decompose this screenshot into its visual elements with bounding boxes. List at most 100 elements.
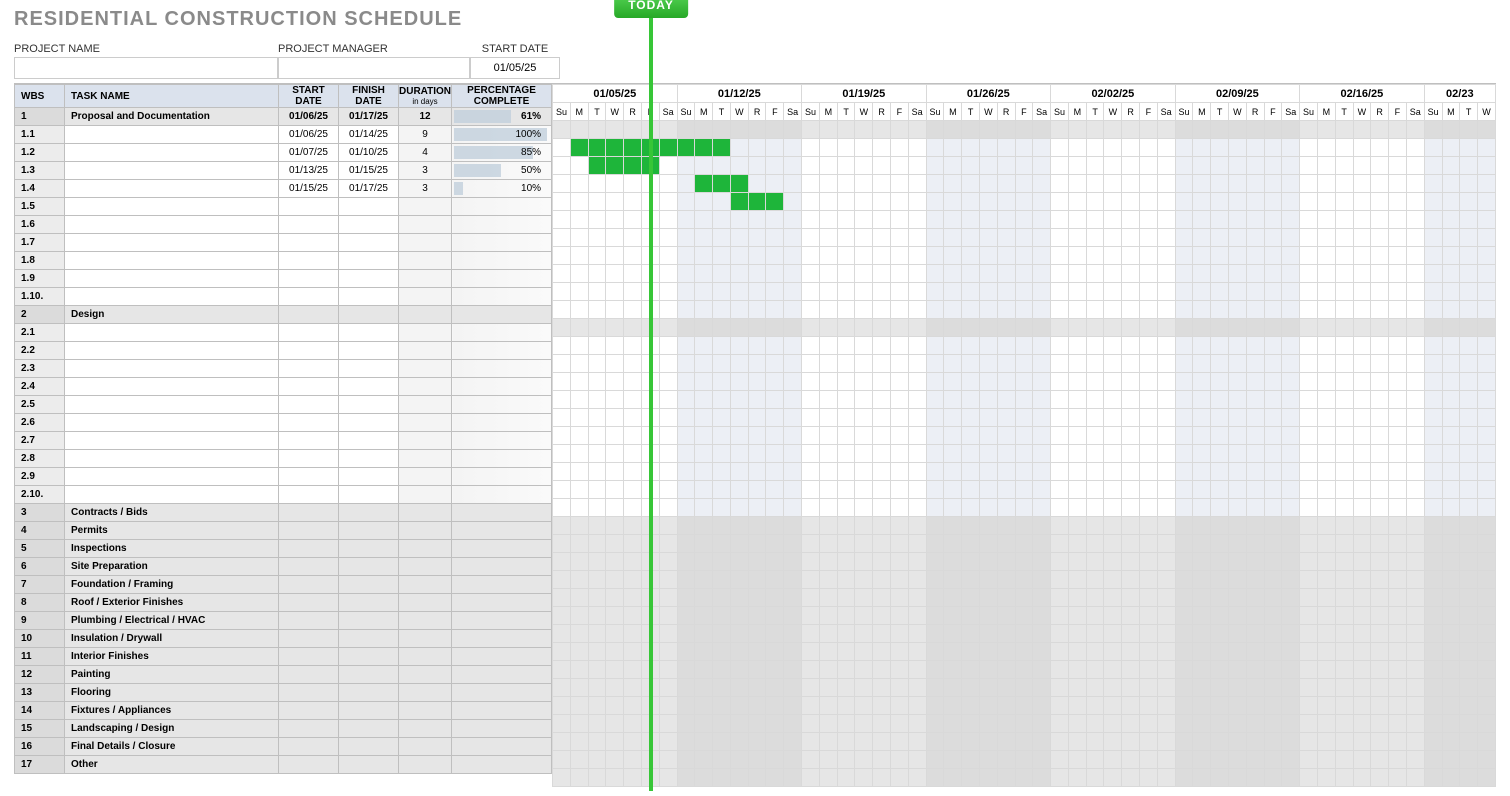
timeline-cell[interactable] bbox=[784, 463, 802, 481]
timeline-cell[interactable] bbox=[748, 751, 766, 769]
timeline-cell[interactable] bbox=[1442, 337, 1460, 355]
section-row[interactable]: 13Flooring bbox=[15, 684, 552, 702]
timeline-cell[interactable] bbox=[1193, 589, 1211, 607]
timeline-cell[interactable] bbox=[606, 715, 624, 733]
timeline-cell[interactable] bbox=[1228, 625, 1246, 643]
timeline-cell[interactable] bbox=[730, 769, 748, 787]
timeline-cell[interactable] bbox=[1015, 193, 1033, 211]
timeline-cell[interactable] bbox=[1442, 499, 1460, 517]
timeline-cell[interactable] bbox=[1033, 409, 1051, 427]
timeline-cell[interactable] bbox=[997, 283, 1015, 301]
timeline-cell[interactable] bbox=[1175, 427, 1193, 445]
timeline-cell[interactable] bbox=[1300, 481, 1318, 499]
timeline-cell[interactable] bbox=[944, 265, 962, 283]
finish-cell[interactable] bbox=[339, 360, 399, 378]
timeline-cell[interactable] bbox=[1282, 535, 1300, 553]
timeline-cell[interactable] bbox=[1424, 157, 1442, 175]
timeline-cell[interactable] bbox=[1211, 427, 1229, 445]
duration-cell[interactable]: 3 bbox=[399, 180, 452, 198]
day-header[interactable]: T bbox=[962, 103, 980, 121]
timeline-cell[interactable] bbox=[713, 229, 731, 247]
timeline-cell[interactable] bbox=[873, 625, 891, 643]
timeline-cell[interactable] bbox=[553, 265, 571, 283]
timeline-cell[interactable] bbox=[1051, 679, 1069, 697]
timeline-cell[interactable] bbox=[837, 427, 855, 445]
timeline-cell[interactable] bbox=[766, 139, 784, 157]
header-wbs[interactable]: WBS bbox=[15, 85, 65, 108]
timeline-cell[interactable] bbox=[1460, 121, 1478, 139]
pct-cell[interactable] bbox=[452, 576, 552, 594]
timeline-cell[interactable] bbox=[1228, 283, 1246, 301]
timeline-cell[interactable] bbox=[1353, 337, 1371, 355]
timeline-cell[interactable] bbox=[588, 139, 606, 157]
timeline-cell[interactable] bbox=[855, 229, 873, 247]
timeline-cell[interactable] bbox=[1157, 625, 1175, 643]
pct-cell[interactable]: 61% bbox=[452, 108, 552, 126]
timeline-cell[interactable] bbox=[748, 445, 766, 463]
timeline-cell[interactable] bbox=[1104, 643, 1122, 661]
timeline-cell[interactable] bbox=[1335, 391, 1353, 409]
pct-cell[interactable]: 85% bbox=[452, 144, 552, 162]
timeline-cell[interactable] bbox=[1478, 319, 1496, 337]
timeline-cell[interactable] bbox=[1317, 535, 1335, 553]
timeline-cell[interactable] bbox=[979, 283, 997, 301]
timeline-cell[interactable] bbox=[1389, 463, 1407, 481]
timeline-cell[interactable] bbox=[1282, 733, 1300, 751]
timeline-cell[interactable] bbox=[997, 517, 1015, 535]
timeline-cell[interactable] bbox=[944, 139, 962, 157]
duration-cell[interactable] bbox=[399, 720, 452, 738]
timeline-cell[interactable] bbox=[979, 769, 997, 787]
wbs-cell[interactable]: 1.7 bbox=[15, 234, 65, 252]
timeline-cell[interactable] bbox=[695, 391, 713, 409]
timeline-cell[interactable] bbox=[890, 733, 908, 751]
timeline-cell[interactable] bbox=[873, 769, 891, 787]
timeline-cell[interactable] bbox=[890, 661, 908, 679]
timeline-cell[interactable] bbox=[784, 661, 802, 679]
timeline-cell[interactable] bbox=[1157, 373, 1175, 391]
timeline-cell[interactable] bbox=[553, 517, 571, 535]
timeline-cell[interactable] bbox=[1051, 409, 1069, 427]
wbs-cell[interactable]: 11 bbox=[15, 648, 65, 666]
timeline-cell[interactable] bbox=[1389, 661, 1407, 679]
timeline-cell[interactable] bbox=[1478, 463, 1496, 481]
timeline-cell[interactable] bbox=[766, 661, 784, 679]
timeline-cell[interactable] bbox=[1175, 463, 1193, 481]
task-row[interactable]: 2.7 bbox=[15, 432, 552, 450]
timeline-cell[interactable] bbox=[979, 679, 997, 697]
pct-cell[interactable]: 50% bbox=[452, 162, 552, 180]
wbs-cell[interactable]: 14 bbox=[15, 702, 65, 720]
timeline-cell[interactable] bbox=[1282, 319, 1300, 337]
timeline-cell[interactable] bbox=[1157, 589, 1175, 607]
timeline-cell[interactable] bbox=[748, 571, 766, 589]
timeline-cell[interactable] bbox=[713, 211, 731, 229]
timeline-cell[interactable] bbox=[1335, 409, 1353, 427]
timeline-cell[interactable] bbox=[713, 337, 731, 355]
timeline-cell[interactable] bbox=[784, 733, 802, 751]
timeline-cell[interactable] bbox=[1335, 193, 1353, 211]
timeline-cell[interactable] bbox=[713, 751, 731, 769]
timeline-cell[interactable] bbox=[677, 193, 695, 211]
task-row[interactable]: 2.9 bbox=[15, 468, 552, 486]
timeline-cell[interactable] bbox=[1193, 283, 1211, 301]
task-cell[interactable] bbox=[65, 468, 279, 486]
timeline-cell[interactable] bbox=[1264, 229, 1282, 247]
pct-cell[interactable] bbox=[452, 252, 552, 270]
timeline-cell[interactable] bbox=[802, 499, 820, 517]
timeline-cell[interactable] bbox=[1157, 481, 1175, 499]
timeline-cell[interactable] bbox=[1478, 679, 1496, 697]
timeline-cell[interactable] bbox=[1424, 427, 1442, 445]
timeline-cell[interactable] bbox=[1353, 571, 1371, 589]
timeline-cell[interactable] bbox=[1104, 607, 1122, 625]
timeline-cell[interactable] bbox=[926, 769, 944, 787]
timeline-cell[interactable] bbox=[1460, 679, 1478, 697]
timeline-cell[interactable] bbox=[1353, 625, 1371, 643]
timeline-cell[interactable] bbox=[1317, 445, 1335, 463]
timeline-cell[interactable] bbox=[713, 121, 731, 139]
timeline-cell[interactable] bbox=[1228, 499, 1246, 517]
timeline-cell[interactable] bbox=[979, 211, 997, 229]
timeline-cell[interactable] bbox=[1389, 571, 1407, 589]
timeline-cell[interactable] bbox=[1211, 499, 1229, 517]
timeline-cell[interactable] bbox=[1406, 229, 1424, 247]
timeline-cell[interactable] bbox=[1353, 733, 1371, 751]
timeline-cell[interactable] bbox=[1317, 607, 1335, 625]
